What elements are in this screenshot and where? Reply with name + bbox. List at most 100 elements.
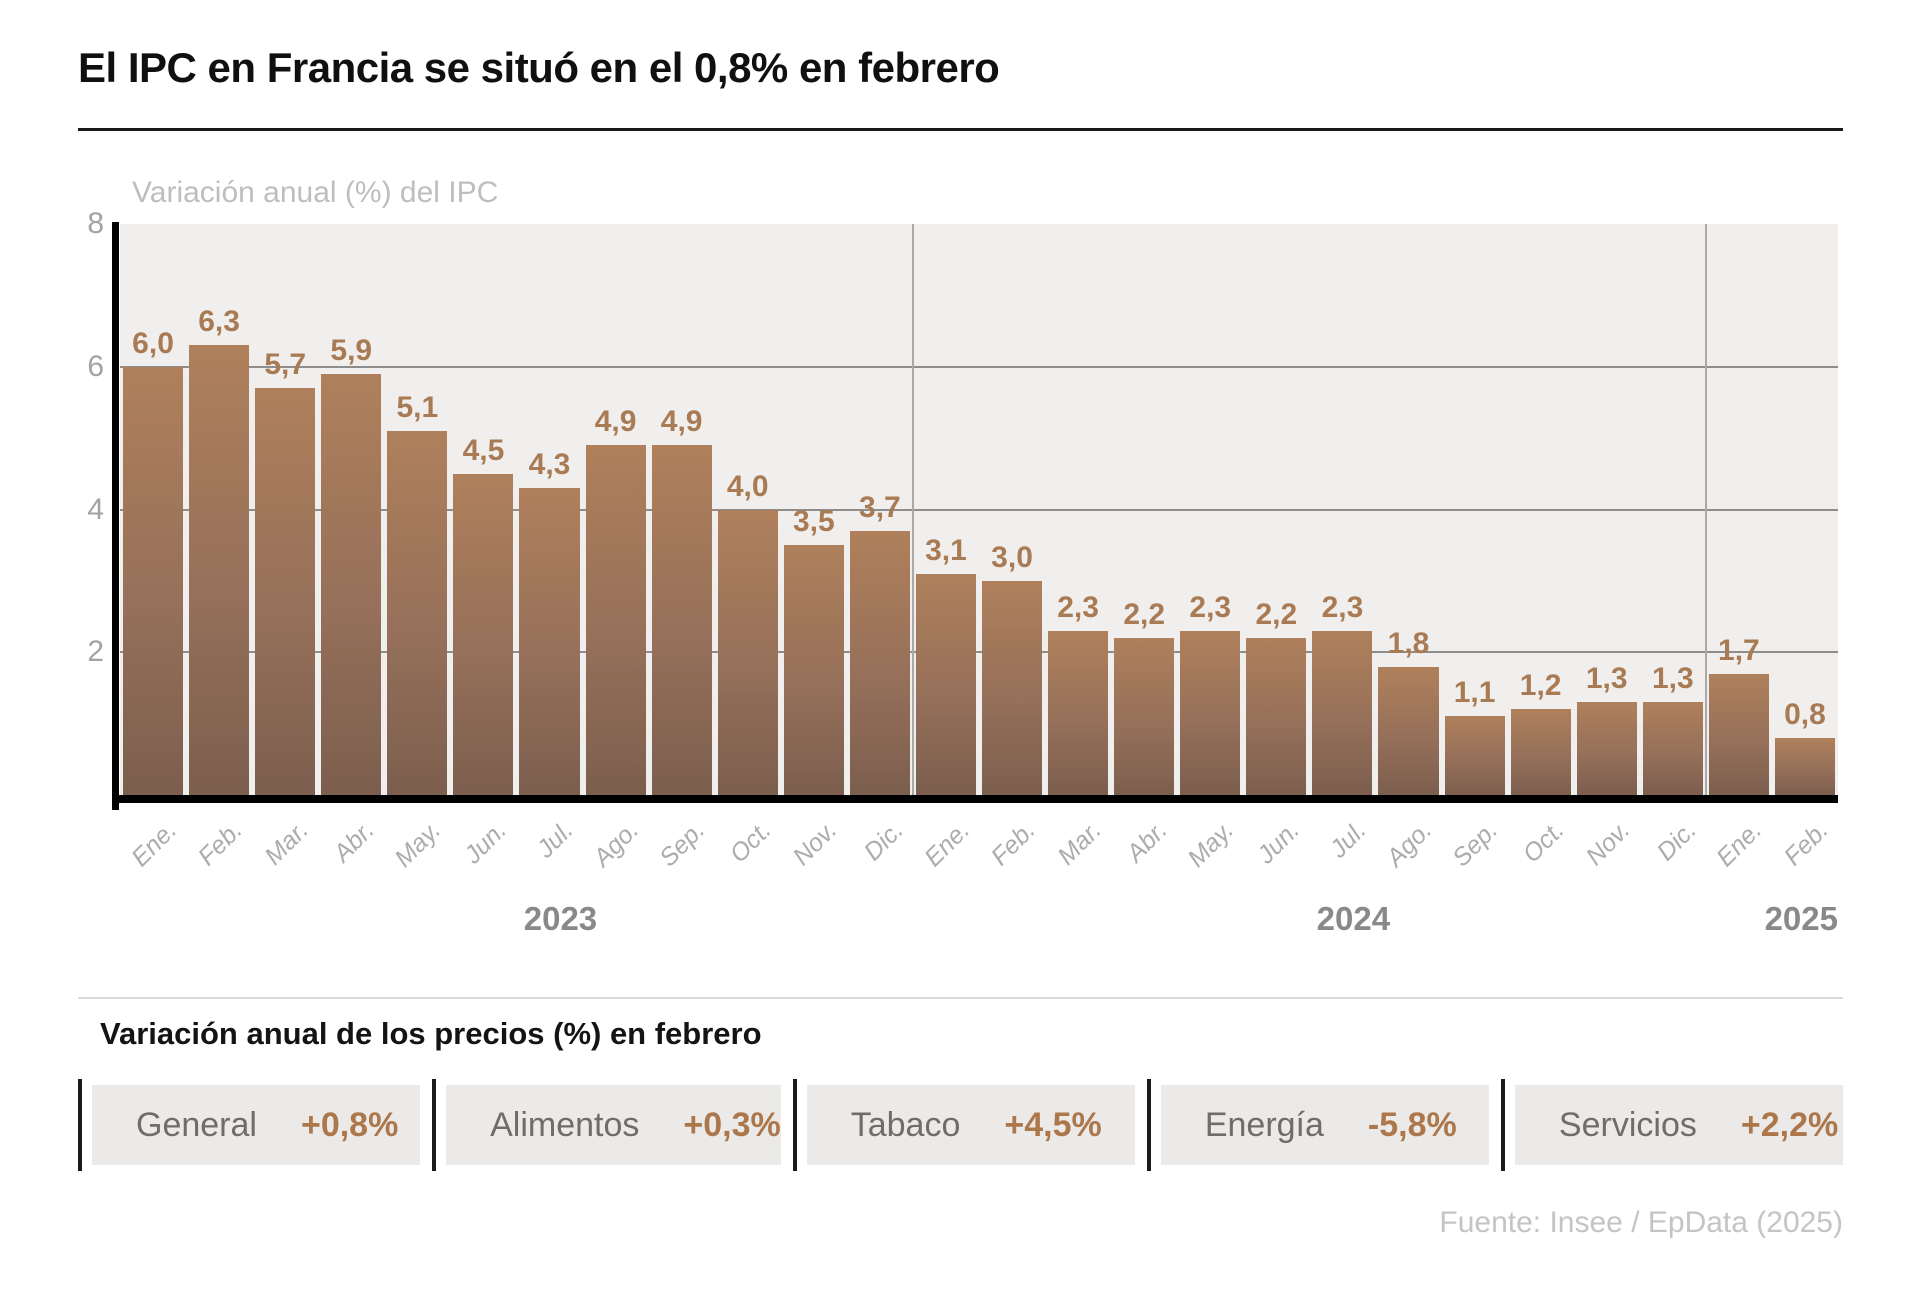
year-divider-2024 (911, 224, 914, 795)
summary-box-servicios: Servicios +2,2% (1500, 1079, 1844, 1171)
bar-value-label: 2,3 (1189, 590, 1232, 624)
x-tick-label-Feb.-25: Feb. (1778, 816, 1834, 872)
x-axis-line (112, 795, 1838, 803)
x-tick-label-Oct.-21: Oct. (1517, 816, 1570, 869)
bar-value-label: 1,3 (1651, 662, 1694, 696)
box-edge-line (432, 1079, 437, 1171)
summary-value: +4,5% (1004, 1105, 1102, 1144)
bar-Oct.-9 (717, 509, 778, 795)
gridline-y-6 (120, 365, 1838, 368)
summary-value: +2,2% (1740, 1105, 1839, 1144)
summary-value: +0,3% (683, 1105, 781, 1144)
bar-value-label: 3,1 (925, 533, 967, 567)
summary-box-tabaco: Tabaco +4,5% (792, 1079, 1135, 1171)
bar-value-label: 6,0 (132, 326, 174, 360)
bar-value-label: 2,2 (1123, 597, 1166, 631)
chart-subtitle: Variación anual (%) del IPC (132, 176, 499, 209)
bar-value-label: 1,3 (1585, 662, 1628, 696)
summary-box-alimentos: Alimentos +0,3% (432, 1079, 781, 1171)
y-tick-label: 2 (87, 635, 104, 669)
x-tick-label-Ago.-7: Ago. (588, 816, 645, 873)
bar-value-label: 1,8 (1387, 626, 1430, 660)
summary-box-general: General +0,8% (78, 1079, 421, 1171)
summary-label: Tabaco (850, 1105, 961, 1144)
bar-value-label: 3,0 (991, 540, 1033, 574)
bar-value-label: 1,2 (1519, 669, 1562, 703)
panel-heading: Variación anual de los precios (%) en fe… (100, 1016, 762, 1051)
box-edge-line (1146, 1079, 1151, 1171)
summary-label: General (136, 1105, 257, 1144)
title-underline (78, 128, 1843, 131)
bar-value-label: 2,2 (1255, 597, 1298, 631)
bar-Sep.-8 (651, 445, 712, 795)
x-tick-label-Ene.-0: Ene. (125, 816, 182, 873)
x-tick-label-May.-4: May. (389, 816, 447, 873)
bar-Ene.-24 (1708, 673, 1769, 795)
bar-value-label: 2,3 (1321, 590, 1364, 624)
bar-Sep.-20 (1444, 716, 1505, 795)
summary-label: Servicios (1558, 1105, 1697, 1144)
x-tick-label-Jul.-18: Jul. (1323, 816, 1372, 864)
bar-Dic.-23 (1642, 702, 1703, 795)
y-tick-label: 8 (87, 207, 104, 240)
bar-value-label: 2,3 (1057, 590, 1099, 624)
bar-Abr.-15 (1114, 637, 1175, 795)
bar-value-label: 5,9 (330, 333, 373, 367)
summary-value: -5,8% (1367, 1105, 1457, 1144)
year-divider-2025 (1704, 224, 1707, 795)
y-tick-label: 6 (87, 349, 104, 383)
bar-value-label: 5,1 (396, 390, 439, 424)
x-tick-label-Jul.-6: Jul. (530, 816, 579, 864)
x-tick-label-Dic.-11: Dic. (858, 816, 909, 867)
y-axis-line (112, 222, 119, 810)
x-tick-label-Mar.-14: Mar. (1052, 816, 1107, 871)
bar-Jul.-6 (519, 488, 580, 795)
bar-May.-4 (387, 430, 448, 795)
summary-label: Energía (1204, 1105, 1324, 1144)
bar-value-label: 6,3 (198, 305, 240, 339)
section-divider (78, 997, 1843, 999)
bar-Ene.-12 (915, 573, 976, 795)
x-tick-label-Sep.-8: Sep. (654, 816, 711, 873)
x-tick-label-Sep.-20: Sep. (1447, 816, 1504, 873)
x-tick-label-May.-16: May. (1182, 816, 1240, 873)
bar-Mar.-2 (255, 388, 316, 795)
bar-value-label: 5,7 (264, 348, 307, 382)
page-title: El IPC en Francia se situó en el 0,8% en… (78, 44, 1000, 91)
year-label-2025: 2025 (1764, 900, 1838, 937)
x-tick-label-Abr.-3: Abr. (328, 816, 381, 868)
bar-Oct.-21 (1510, 709, 1571, 795)
bar-Jun.-17 (1246, 637, 1307, 795)
bar-Feb.-1 (189, 345, 250, 795)
bar-Ene.-0 (123, 366, 184, 795)
bar-value-label: 4,5 (462, 433, 505, 467)
x-tick-label-Nov.-10: Nov. (787, 816, 843, 871)
x-tick-label-Feb.-13: Feb. (985, 816, 1041, 872)
x-tick-label-Jun.-17: Jun. (1251, 816, 1306, 870)
y-tick-label: 4 (87, 492, 104, 526)
box-edge-line (792, 1079, 797, 1171)
bar-Nov.-22 (1576, 702, 1637, 795)
x-tick-label-Ene.-12: Ene. (918, 816, 975, 873)
bar-Ago.-7 (585, 445, 646, 795)
x-tick-label-Jun.-5: Jun. (459, 816, 513, 870)
gridline-y-4 (120, 508, 1838, 511)
bar-Ago.-19 (1378, 666, 1439, 795)
bar-Feb.-13 (982, 580, 1043, 795)
x-tick-label-Nov.-22: Nov. (1580, 816, 1636, 871)
bar-value-label: 1,1 (1453, 676, 1496, 710)
year-label-2023: 2023 (523, 900, 598, 937)
bar-value-label: 3,5 (792, 505, 835, 539)
x-tick-label-Oct.-9: Oct. (724, 816, 777, 869)
bar-Abr.-3 (321, 373, 382, 795)
summary-label: Alimentos (490, 1105, 640, 1144)
bar-Dic.-11 (849, 530, 910, 795)
x-tick-label-Ago.-19: Ago. (1381, 816, 1438, 873)
bar-value-label: 4,9 (594, 405, 637, 439)
x-tick-label-Ene.-24: Ene. (1711, 816, 1768, 873)
category-summary-row: General +0,8% Alimentos +0,3% Tabaco +4,… (78, 1079, 1844, 1171)
year-label-2024: 2024 (1316, 900, 1391, 937)
gridline-y-2 (120, 651, 1838, 654)
source-credit: Fuente: Insee / EpData (2025) (1439, 1206, 1843, 1239)
